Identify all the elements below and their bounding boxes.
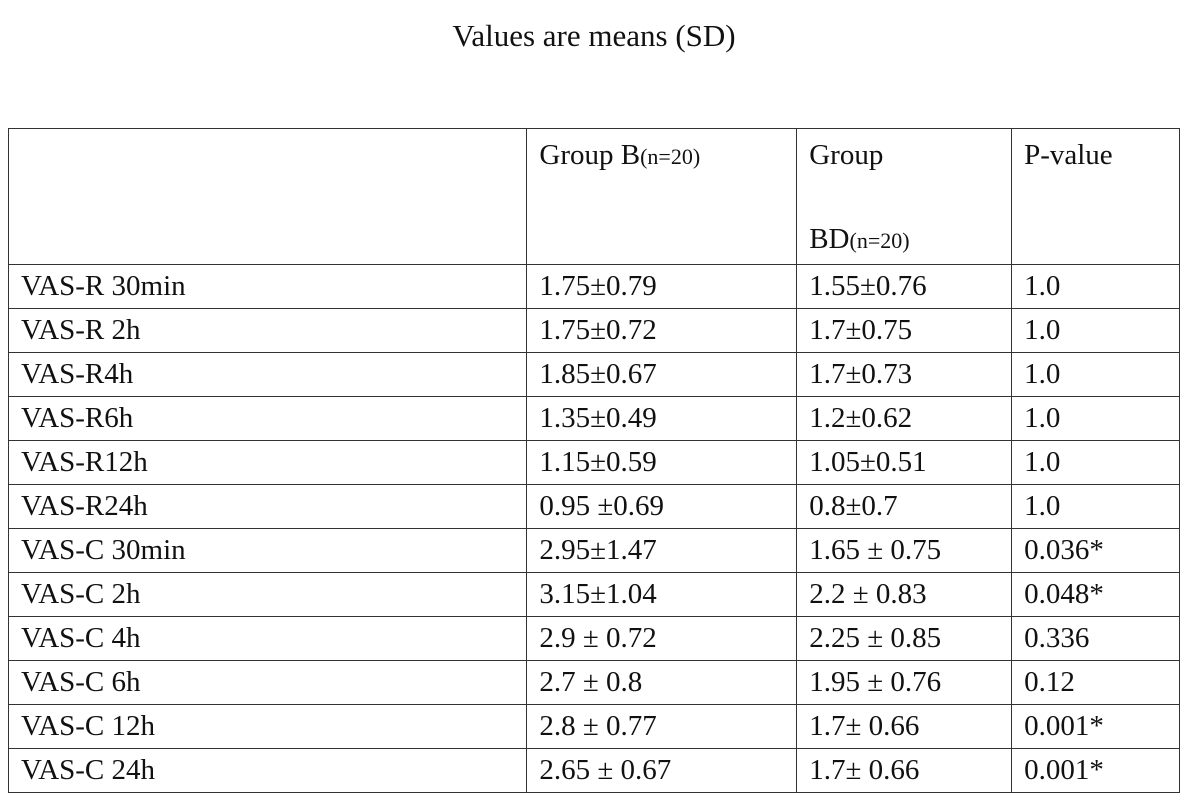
table-cell: 1.85±0.67	[526, 352, 798, 397]
table-row: VAS-R24h 0.95 ±0.69 0.8±0.7 1.0	[7, 484, 1180, 529]
header-cell: Group BD(n=20)	[796, 128, 1013, 265]
table-row: VAS-C 24h 2.65 ± 0.67 1.7± 0.66 0.001*	[7, 748, 1180, 793]
row-label: VAS-C 6h	[7, 660, 528, 705]
row-label: VAS-C 24h	[7, 748, 528, 793]
table-cell: 3.15±1.04	[526, 572, 798, 617]
row-label: VAS-R12h	[7, 440, 528, 485]
data-table: Group B(n=20) Group BD(n=20) P-value VAS-R …	[7, 128, 1180, 793]
header-cell	[7, 128, 528, 265]
table-cell: 1.35±0.49	[526, 396, 798, 441]
table-cell: 1.05±0.51	[796, 440, 1013, 485]
table-cell: 1.2±0.62	[796, 396, 1013, 441]
row-label: VAS-R4h	[7, 352, 528, 397]
table-row: VAS-R12h 1.15±0.59 1.05±0.51 1.0	[7, 440, 1180, 485]
table-row: VAS-C 30min 2.95±1.47 1.65 ± 0.75 0.036*	[7, 528, 1180, 573]
header-note: (n=20)	[640, 144, 701, 169]
table-cell: 1.7± 0.66	[796, 748, 1013, 793]
table-cell: 0.12	[1011, 660, 1180, 705]
table-cell: 1.7±0.75	[796, 308, 1013, 353]
table-cell: 2.2 ± 0.83	[796, 572, 1013, 617]
table-cell: 1.0	[1011, 264, 1180, 309]
row-label: VAS-C 30min	[7, 528, 528, 573]
table-cell: 1.65 ± 0.75	[796, 528, 1013, 573]
table-cell: 2.9 ± 0.72	[526, 616, 798, 661]
header-text: P-value	[1024, 139, 1113, 171]
row-label: VAS-C 2h	[7, 572, 528, 617]
table-cell: 0.336	[1011, 616, 1180, 661]
table-cell: 1.75±0.72	[526, 308, 798, 353]
header-row: Group B(n=20) Group BD(n=20) P-value	[7, 128, 1180, 265]
table-cell: 0.95 ±0.69	[526, 484, 798, 529]
table-row: VAS-R6h 1.35±0.49 1.2±0.62 1.0	[7, 396, 1180, 441]
header-line: Group B(n=20)	[539, 135, 796, 177]
table-cell: 0.001*	[1011, 748, 1180, 793]
header-cell: P-value	[1011, 128, 1180, 265]
table-cell: 1.75±0.79	[526, 264, 798, 309]
table-body: Group B(n=20) Group BD(n=20) P-value VAS-R …	[7, 128, 1180, 793]
table-cell: 0.001*	[1011, 704, 1180, 749]
table-cell: 1.0	[1011, 352, 1180, 397]
row-label: VAS-R24h	[7, 484, 528, 529]
table-row: VAS-R 30min 1.75±0.79 1.55±0.76 1.0	[7, 264, 1180, 309]
row-label: VAS-C 4h	[7, 616, 528, 661]
table-cell: 2.95±1.47	[526, 528, 798, 573]
table-row: VAS-C 2h 3.15±1.04 2.2 ± 0.83 0.048*	[7, 572, 1180, 617]
header-cell: Group B(n=20)	[526, 128, 798, 265]
table-cell: 1.0	[1011, 308, 1180, 353]
table-cell: 1.7±0.73	[796, 352, 1013, 397]
header-line: Group	[809, 135, 1011, 175]
table-cell: 1.95 ± 0.76	[796, 660, 1013, 705]
table-cell: 1.7± 0.66	[796, 704, 1013, 749]
row-label: VAS-C 12h	[7, 704, 528, 749]
header-line: P-value	[1024, 135, 1179, 175]
table-cell: 0.036*	[1011, 528, 1180, 573]
table-cell: 1.15±0.59	[526, 440, 798, 485]
table-cell: 2.65 ± 0.67	[526, 748, 798, 793]
table-row: VAS-C 6h 2.7 ± 0.8 1.95 ± 0.76 0.12	[7, 660, 1180, 705]
table-cell: 1.0	[1011, 484, 1180, 529]
table-row: VAS-R4h 1.85±0.67 1.7±0.73 1.0	[7, 352, 1180, 397]
table-cell: 1.0	[1011, 396, 1180, 441]
header-text: Group B	[539, 139, 641, 171]
table-cell: 1.0	[1011, 440, 1180, 485]
table-cell: 0.048*	[1011, 572, 1180, 617]
header-line: BD(n=20)	[809, 219, 1011, 261]
table-cell: 0.8±0.7	[796, 484, 1013, 529]
table-row: VAS-C 4h 2.9 ± 0.72 2.25 ± 0.85 0.336	[7, 616, 1180, 661]
table-cell: 1.55±0.76	[796, 264, 1013, 309]
table-cell: 2.7 ± 0.8	[526, 660, 798, 705]
title: Values are means (SD)	[452, 18, 736, 53]
table-cell: 2.8 ± 0.77	[526, 704, 798, 749]
header-text: Group	[809, 139, 884, 171]
header-note: (n=20)	[849, 228, 910, 253]
table-cell: 2.25 ± 0.85	[796, 616, 1013, 661]
row-label: VAS-R 30min	[7, 264, 528, 309]
row-label: VAS-R 2h	[7, 308, 528, 353]
table-row: VAS-C 12h 2.8 ± 0.77 1.7± 0.66 0.001*	[7, 704, 1180, 749]
table-row: VAS-R 2h 1.75±0.72 1.7±0.75 1.0	[7, 308, 1180, 353]
row-label: VAS-R6h	[7, 396, 528, 441]
header-text: BD	[809, 223, 850, 255]
